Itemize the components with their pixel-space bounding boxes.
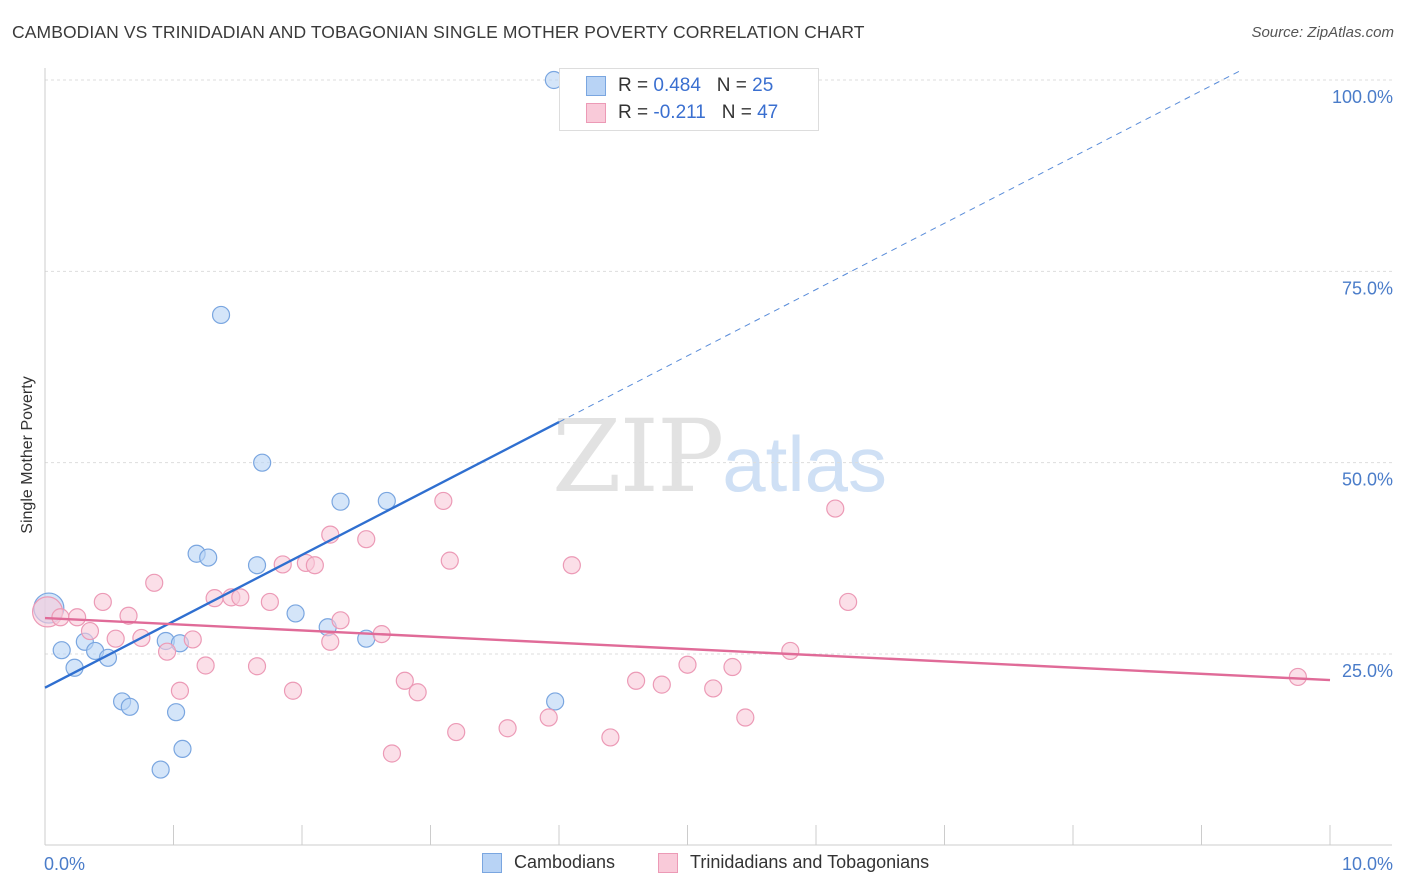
trendline-trinidadians xyxy=(44,616,1331,682)
chart-title: CAMBODIAN VS TRINIDADIAN AND TOBAGONIAN … xyxy=(12,22,865,42)
point-trinidadians xyxy=(447,722,466,742)
legend-text-cambodians: R = 0.484 N = 25 xyxy=(618,75,773,97)
legend-n-label: N = xyxy=(721,102,752,123)
point-trinidadians xyxy=(247,657,267,676)
legend-text-trinidadians: R = -0.211 N = 47 xyxy=(618,102,778,124)
legend-r-label: R = xyxy=(618,75,649,96)
bottom-legend-swatch-cambodians xyxy=(482,853,502,873)
point-trinidadians xyxy=(498,719,517,738)
point-trinidadians xyxy=(331,611,350,630)
point-trinidadians xyxy=(601,728,620,747)
point-trinidadians xyxy=(652,675,671,694)
point-trinidadians xyxy=(183,630,202,649)
point-cambodians xyxy=(253,453,272,472)
correlation-legend: R = 0.484 N = 25 R = -0.211 N = 47 xyxy=(559,68,819,131)
point-trinidadians xyxy=(68,608,87,627)
legend-r-trinidadians: -0.211 xyxy=(653,102,706,123)
point-trinidadians xyxy=(196,656,215,675)
legend-swatch-trinidadians xyxy=(586,103,606,123)
watermark-atlas: atlas xyxy=(722,420,888,508)
point-cambodians xyxy=(173,739,192,759)
point-cambodians xyxy=(120,697,139,716)
point-trinidadians xyxy=(382,744,402,763)
point-trinidadians xyxy=(839,592,858,612)
legend-swatch-cambodians xyxy=(586,76,606,96)
point-trinidadians xyxy=(321,632,340,651)
point-trinidadians xyxy=(106,629,125,648)
legend-r-label: R = xyxy=(618,102,649,123)
point-trinidadians xyxy=(1288,667,1307,687)
legend-n-trinidadians: 47 xyxy=(757,102,779,123)
point-trinidadians xyxy=(723,657,742,677)
trendline-cambodians xyxy=(44,421,560,689)
point-trinidadians xyxy=(170,681,190,700)
point-trinidadians xyxy=(626,671,646,690)
point-trinidadians xyxy=(157,642,177,661)
point-trinidadians xyxy=(305,556,324,575)
x-tick-label: 10.0% xyxy=(1342,854,1393,874)
legend-r-cambodians: 0.484 xyxy=(653,75,701,96)
point-trinidadians xyxy=(539,708,558,727)
point-trinidadians xyxy=(357,530,376,549)
point-trinidadians xyxy=(562,556,581,575)
point-trinidadians xyxy=(408,683,427,702)
source-credit: Source: ZipAtlas.com xyxy=(1251,24,1394,41)
point-trinidadians xyxy=(145,573,164,592)
y-tick-label: 75.0% xyxy=(1342,278,1393,298)
point-cambodians xyxy=(151,760,170,779)
watermark-zip: ZIP xyxy=(552,398,724,515)
point-trinidadians xyxy=(283,681,303,700)
point-trinidadians xyxy=(395,671,414,690)
point-cambodians xyxy=(199,548,218,567)
point-trinidadians xyxy=(704,679,723,698)
y-tick-label: 50.0% xyxy=(1342,470,1393,490)
x-tick-label: 0.0% xyxy=(44,854,85,874)
point-trinidadians xyxy=(826,499,845,518)
bottom-legend-swatch-trinidadians xyxy=(658,853,678,873)
bottom-legend-label-cambodians: Cambodians xyxy=(514,852,616,872)
point-trinidadians xyxy=(119,606,138,625)
bottom-legend-label-trinidadians: Trinidadians and Tobagonians xyxy=(690,852,930,872)
y-tick-label: 100.0% xyxy=(1332,87,1393,107)
point-trinidadians xyxy=(93,592,112,612)
point-trinidadians xyxy=(781,641,800,661)
point-cambodians xyxy=(211,305,231,325)
point-trinidadians xyxy=(260,592,279,612)
point-cambodians xyxy=(331,492,350,511)
point-trinidadians xyxy=(678,655,697,674)
legend-n-label: N = xyxy=(716,75,747,96)
trendline-extension-cambodians xyxy=(558,70,1241,423)
point-trinidadians xyxy=(434,491,453,511)
point-trinidadians xyxy=(231,588,250,607)
point-trinidadians xyxy=(51,608,70,627)
y-tick-label: 25.0% xyxy=(1342,661,1393,681)
point-trinidadians xyxy=(736,708,755,727)
point-cambodians xyxy=(546,692,565,711)
point-cambodians xyxy=(166,703,186,722)
point-cambodians xyxy=(247,556,267,575)
legend-n-cambodians: 25 xyxy=(752,75,774,96)
point-cambodians xyxy=(52,641,71,660)
watermark: ZIPatlas xyxy=(552,398,887,515)
point-cambodians xyxy=(286,604,305,623)
point-cambodians xyxy=(377,491,396,511)
point-trinidadians xyxy=(440,551,459,570)
point-trinidadians xyxy=(80,621,100,641)
